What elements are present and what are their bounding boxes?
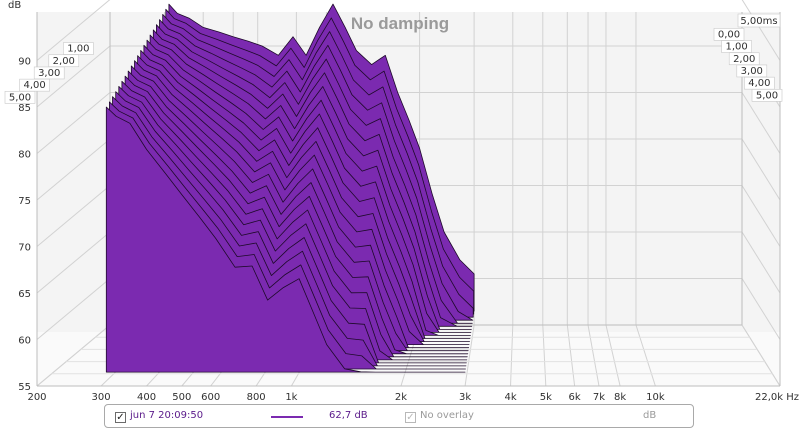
waterfall-surface xyxy=(105,3,475,373)
grid-line-y-right xyxy=(741,138,781,201)
grid-line-y-right xyxy=(741,231,781,294)
time-label: 4,00 xyxy=(748,78,770,89)
grid-line-y-right xyxy=(741,185,781,247)
grid-line-x-floor xyxy=(566,324,576,387)
grid-line-y-right xyxy=(741,324,781,387)
y-tick-label: 60 xyxy=(18,336,31,347)
x-tick-label: 600 xyxy=(201,392,220,403)
time-label-box xyxy=(4,91,36,104)
x-tick-label: 800 xyxy=(247,392,266,403)
y-tick-label: 90 xyxy=(18,57,31,68)
y-tick-label: 75 xyxy=(18,196,31,207)
x-tick-label: 200 xyxy=(27,392,46,403)
y-tick-label: 70 xyxy=(18,243,31,254)
grid-line-x-floor xyxy=(510,324,514,387)
overlay-toggle[interactable]: ✓ No overlay xyxy=(405,409,474,423)
x-tick-label: 4k xyxy=(504,392,516,403)
grid-line-y-left xyxy=(36,0,111,61)
x-tick-label: 22,0k Hz xyxy=(755,392,799,403)
time-label: 2,00 xyxy=(733,54,755,65)
measurement-name: jun 7 20:09:50 xyxy=(130,410,204,421)
time-label: 5,00 xyxy=(756,90,778,101)
x-tick-label: 500 xyxy=(172,392,191,403)
time-label: 1,00 xyxy=(67,44,89,55)
grid-line-x-floor xyxy=(464,324,475,387)
x-tick-label: 6k xyxy=(569,392,581,403)
x-tick-label: 300 xyxy=(92,392,111,403)
time-axis-labels: 1,002,003,004,005,000,001,002,003,004,00… xyxy=(4,13,783,104)
time-unit-label: 5,00ms xyxy=(740,16,777,27)
x-tick-label: 8k xyxy=(614,392,626,403)
x-axis-tick-labels: 200 300 400 500 600 800 1k 2k 3k 4k 5k 6k 7k 8k 10k 22,… xyxy=(27,392,799,403)
time-label: 3,00 xyxy=(741,66,763,77)
time-label: 3,00 xyxy=(38,68,60,79)
waterfall-slice xyxy=(105,106,466,373)
x-tick-label: 5k xyxy=(540,392,552,403)
x-tick-label: 400 xyxy=(137,392,156,403)
chart-title: No damping xyxy=(351,14,449,33)
grid-line-x-floor xyxy=(542,324,547,387)
grid-line-y-left xyxy=(36,278,111,340)
grid-line-x-floor xyxy=(605,324,621,387)
measurement-toggle[interactable]: ✓ jun 7 20:09:50 xyxy=(115,409,203,423)
grid-line-y-left xyxy=(36,231,111,294)
grid-line-y-right xyxy=(741,278,781,340)
overlay-label: No overlay xyxy=(420,410,474,421)
time-label: 4,00 xyxy=(23,80,45,91)
grid-line-x-floor xyxy=(635,324,656,387)
grid-line-y-right xyxy=(741,0,781,61)
overlay-level: dB xyxy=(643,410,657,421)
time-unit-box xyxy=(737,13,781,28)
x-tick-label: 3k xyxy=(459,392,471,403)
grid-line-y-left xyxy=(36,185,111,247)
time-label-box xyxy=(751,89,783,102)
y-axis-tick-labels: 55 60 65 70 75 80 85 90 xyxy=(18,57,31,394)
grid-line-y-right xyxy=(741,92,781,154)
y-tick-label: 55 xyxy=(18,382,31,393)
y-tick-label: 80 xyxy=(18,150,31,161)
time-label: 2,00 xyxy=(53,56,75,67)
time-label: 0,00 xyxy=(718,29,740,40)
y-unit-label: dB xyxy=(8,0,21,11)
x-tick-label: 7k xyxy=(593,392,605,403)
grid-line-y-left xyxy=(36,138,111,201)
legend-bar: ✓ jun 7 20:09:50 62,7 dB ✓ No overlay dB xyxy=(104,404,694,428)
x-tick-label: 1k xyxy=(285,392,297,403)
x-tick-label: 2k xyxy=(395,392,407,403)
y-tick-label: 85 xyxy=(18,103,31,114)
time-label: 1,00 xyxy=(725,42,747,53)
grid-line-x-floor xyxy=(587,324,600,387)
measurement-checkbox[interactable]: ✓ xyxy=(115,412,126,423)
grid-line-y-left xyxy=(36,324,111,387)
y-tick-label: 65 xyxy=(18,289,31,300)
overlay-checkbox[interactable]: ✓ xyxy=(405,412,416,423)
measurement-level: 62,7 dB xyxy=(329,410,368,421)
x-tick-label: 10k xyxy=(646,392,665,403)
time-label: 5,00 xyxy=(9,92,31,103)
measurement-line-swatch xyxy=(271,416,303,418)
grid-line-y-left xyxy=(36,45,111,108)
grid-line-y-left xyxy=(36,92,111,154)
